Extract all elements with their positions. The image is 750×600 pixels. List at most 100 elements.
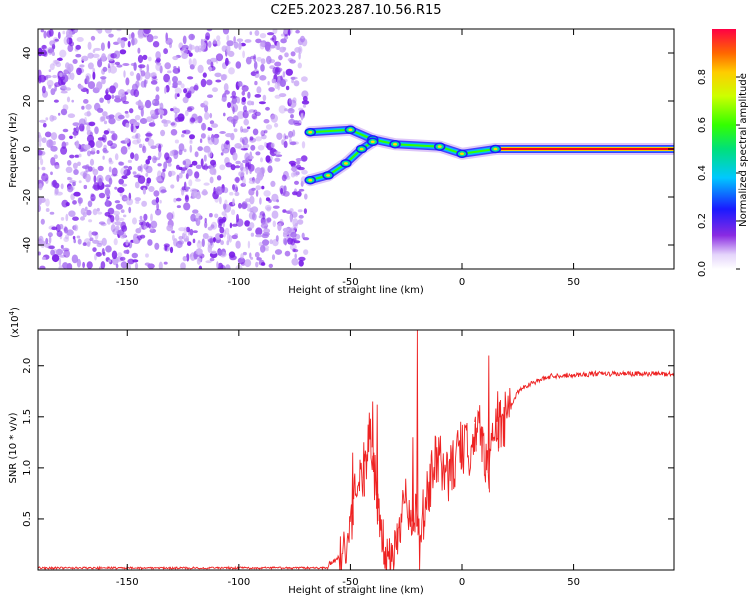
noise-speckle: [129, 71, 134, 77]
noise-speckle: [98, 221, 106, 225]
noise-speckle: [67, 44, 74, 52]
noise-speckle: [265, 197, 271, 202]
noise-speckle: [123, 197, 129, 201]
noise-speckle: [226, 34, 230, 42]
noise-speckle: [113, 210, 120, 216]
noise-speckle: [289, 208, 294, 213]
noise-speckle: [144, 71, 151, 80]
noise-speckle: [246, 110, 252, 114]
noise-speckle: [290, 51, 296, 57]
noise-speckle: [267, 165, 273, 173]
noise-speckle: [146, 34, 154, 43]
noise-speckle: [90, 194, 96, 202]
noise-speckle: [86, 209, 92, 216]
noise-speckle: [112, 221, 116, 225]
noise-speckle: [235, 61, 242, 69]
noise-speckle: [114, 61, 121, 66]
noise-speckle: [74, 154, 80, 158]
colorbar-tick-label: 0.0: [697, 261, 708, 277]
signal-blob-core: [437, 145, 442, 148]
noise-speckle: [255, 261, 259, 268]
noise-speckle: [139, 118, 148, 124]
noise-speckle: [87, 81, 96, 90]
y-tick-label: -40: [22, 237, 33, 253]
noise-speckle: [40, 29, 45, 33]
noise-speckle: [288, 130, 294, 138]
noise-speckle: [97, 137, 105, 141]
noise-speckle: [187, 76, 194, 80]
snr-x-ticks: -150 -100 -50 0 50: [116, 330, 580, 588]
noise-speckle: [68, 177, 73, 181]
noise-speckle: [61, 141, 67, 149]
noise-speckle: [163, 73, 171, 83]
noise-speckle: [76, 37, 84, 42]
colorbar-tick-label: 0.6: [697, 117, 708, 133]
noise-speckle: [272, 66, 279, 75]
noise-speckle: [188, 33, 195, 41]
noise-speckle: [152, 100, 155, 104]
signal-blob-core: [308, 130, 313, 134]
noise-speckle: [78, 118, 86, 126]
noise-speckle: [69, 154, 75, 159]
noise-speckle: [104, 187, 111, 196]
noise-speckle: [241, 90, 246, 96]
noise-speckle: [274, 61, 282, 67]
noise-speckle: [196, 240, 203, 249]
x-tick-label: 0: [459, 277, 465, 288]
noise-speckle: [235, 160, 241, 165]
noise-speckle: [282, 227, 290, 232]
noise-speckle: [115, 263, 119, 269]
noise-speckle: [162, 168, 166, 172]
noise-speckle: [176, 174, 180, 182]
noise-speckle: [178, 149, 183, 156]
noise-speckle: [297, 62, 302, 69]
noise-speckle: [284, 52, 289, 58]
noise-speckle: [69, 180, 77, 184]
noise-speckle: [148, 186, 155, 192]
noise-speckle: [280, 75, 283, 81]
noise-speckle: [94, 102, 101, 111]
noise-speckle: [55, 165, 59, 169]
noise-speckle: [46, 139, 54, 148]
noise-speckle: [95, 29, 99, 32]
noise-speckle: [302, 104, 307, 108]
noise-speckle: [250, 256, 254, 260]
noise-speckle: [201, 238, 205, 247]
noise-speckle: [77, 197, 83, 204]
noise-speckle: [145, 165, 153, 174]
noise-speckle: [283, 230, 290, 236]
noise-speckle: [194, 178, 201, 182]
noise-speckle: [157, 163, 162, 167]
noise-speckle: [96, 207, 100, 212]
y-tick-label: -20: [22, 189, 33, 205]
noise-speckle: [204, 163, 208, 172]
noise-speckle: [48, 84, 52, 89]
noise-speckle: [110, 224, 116, 233]
noise-speckle: [48, 69, 52, 72]
noise-speckle: [155, 176, 164, 182]
noise-speckle: [182, 35, 187, 45]
noise-speckle: [91, 231, 98, 236]
noise-speckle: [262, 94, 267, 102]
snr-series-line: [38, 330, 674, 570]
noise-speckle: [225, 133, 233, 138]
noise-speckle: [180, 83, 185, 89]
noise-speckle: [263, 119, 270, 124]
noise-speckle: [285, 68, 293, 76]
noise-speckle: [113, 50, 121, 59]
noise-speckle: [262, 239, 270, 246]
noise-speckle: [232, 184, 238, 192]
noise-speckle: [249, 252, 252, 259]
noise-speckle: [207, 40, 212, 48]
noise-speckle: [255, 227, 263, 236]
y-tick-label: 40: [22, 47, 33, 60]
noise-speckle: [288, 160, 296, 165]
noise-speckle: [301, 232, 305, 239]
noise-speckle: [237, 111, 245, 119]
noise-speckle: [254, 30, 260, 36]
noise-speckle: [273, 151, 281, 155]
noise-speckle: [277, 222, 282, 232]
noise-speckle: [54, 59, 60, 65]
noise-speckle: [278, 54, 283, 61]
noise-speckle: [69, 135, 73, 139]
